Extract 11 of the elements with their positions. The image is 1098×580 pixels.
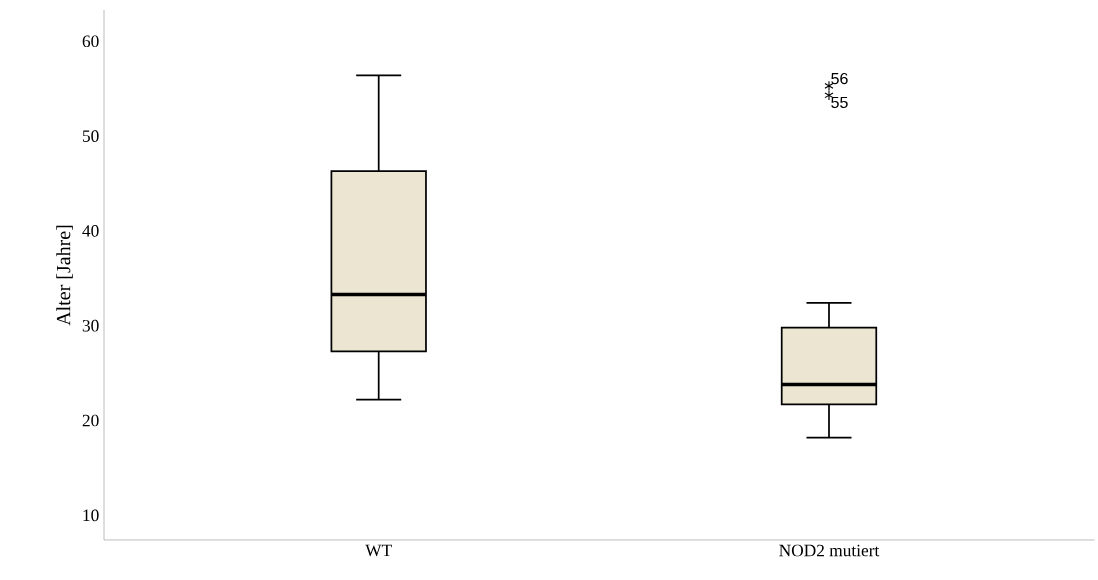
y-tick-label: 30 (82, 319, 99, 332)
y-tick-label: 20 (82, 414, 99, 427)
y-tick-label: 40 (82, 225, 99, 237)
x-tick-label: NOD2 mutiert (779, 544, 880, 557)
y-tick-label: 50 (82, 130, 99, 142)
annotation: 56 (831, 72, 848, 85)
y-tick-label: 10 (83, 509, 99, 522)
annotation: 55 (831, 96, 848, 109)
y-tick-label: 60 (82, 35, 99, 48)
x-tick-label: WT (365, 544, 392, 557)
y-axis-title: Alter [Jahre] (56, 225, 73, 326)
